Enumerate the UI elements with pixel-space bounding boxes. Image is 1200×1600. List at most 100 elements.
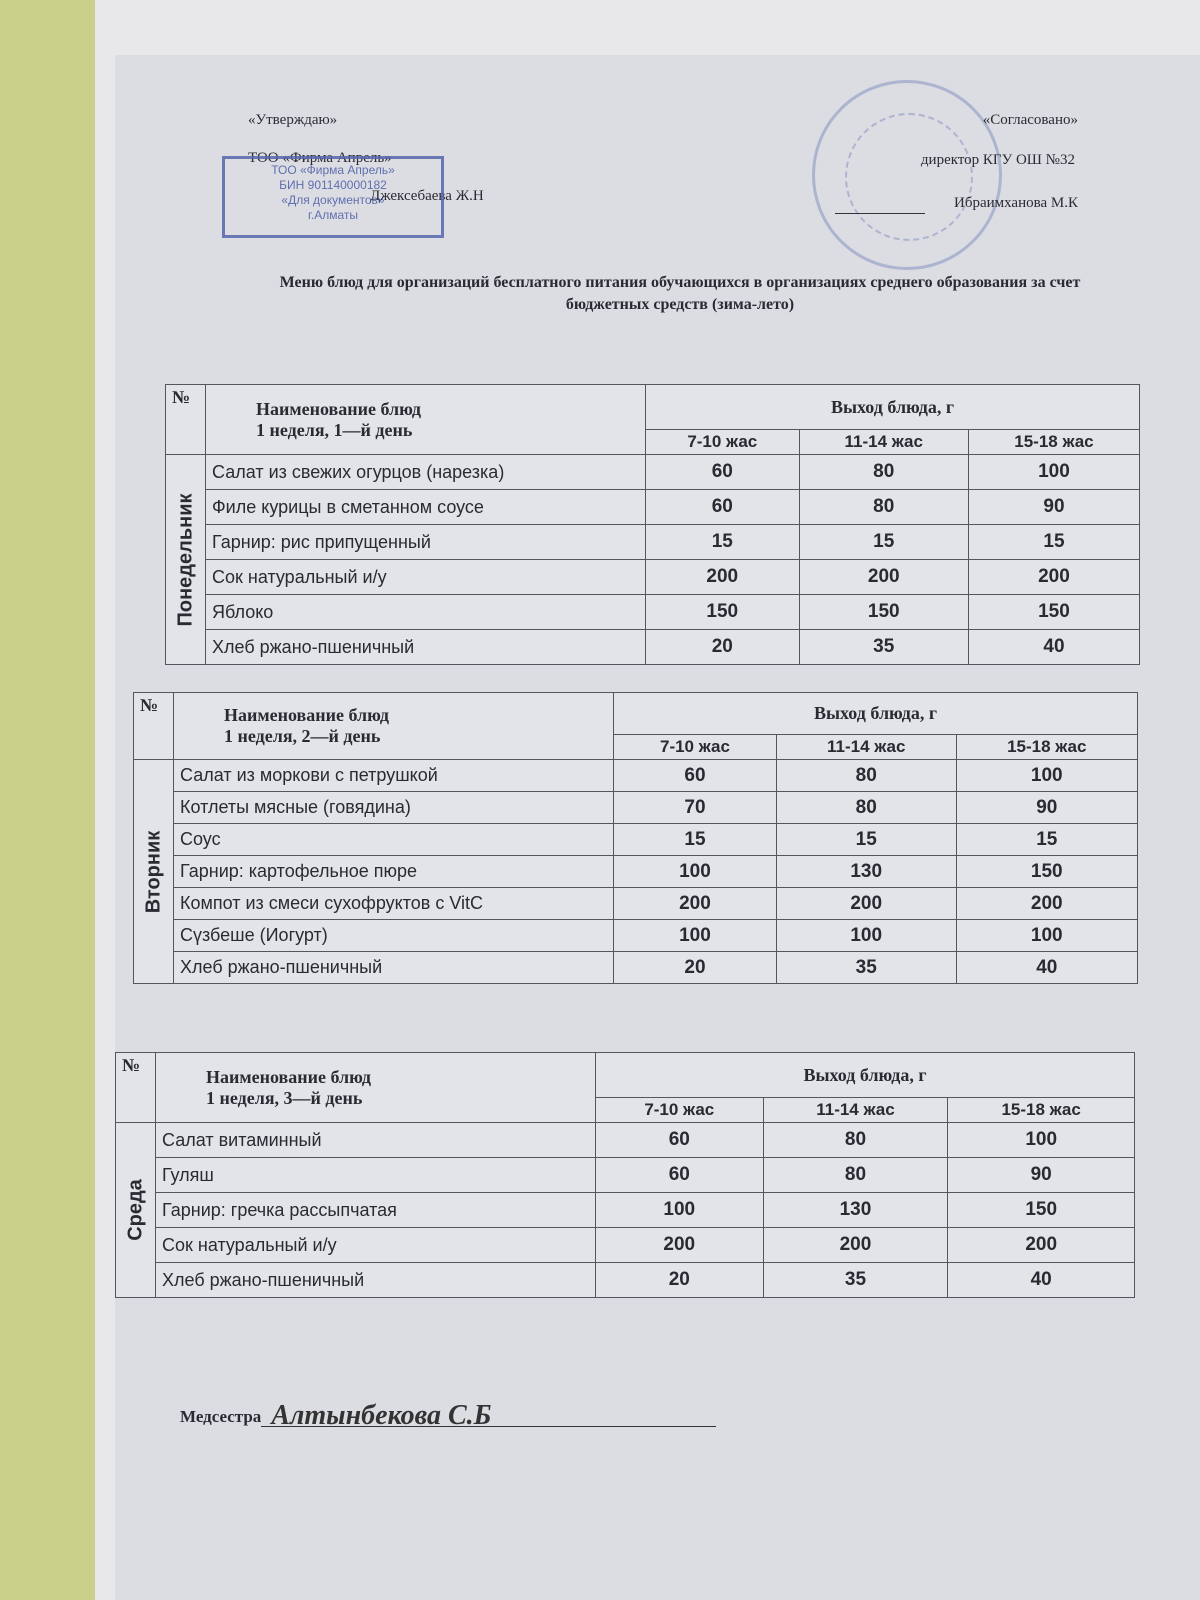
dish-name: Соус [173, 823, 614, 856]
stamp-text: «Для документов» [281, 193, 385, 207]
portion-grams: 60 [645, 489, 800, 525]
portion-grams: 80 [775, 791, 957, 824]
portion-grams: 15 [613, 823, 777, 856]
portion-grams: 100 [967, 454, 1141, 490]
table-row: Сүзбеше (Иогурт) 100 100 100 [134, 919, 1139, 952]
portion-grams: 200 [762, 1227, 949, 1263]
dish-name: Котлеты мясные (говядина) [173, 791, 614, 824]
portion-grams: 90 [947, 1157, 1135, 1193]
portion-grams: 15 [955, 823, 1139, 856]
age-group-header: 7-10 жас [613, 734, 777, 760]
portion-grams: 130 [762, 1192, 949, 1228]
menu-table-day-1: № Наименование блюд 1 неделя, 1—й день Вы… [165, 384, 1141, 665]
portion-grams: 150 [955, 855, 1139, 888]
agreed-heading: «Согласовано» [982, 112, 1078, 128]
portion-grams: 150 [947, 1192, 1135, 1228]
portion-grams: 150 [798, 594, 969, 630]
portion-grams: 200 [947, 1227, 1135, 1263]
portion-grams: 200 [645, 559, 800, 595]
portion-grams: 60 [613, 759, 777, 792]
portion-grams: 40 [947, 1262, 1135, 1298]
signature-line [835, 213, 925, 214]
document-title: Меню блюд для организаций бесплатного пи… [279, 274, 1081, 313]
portion-grams: 40 [967, 629, 1141, 665]
portion-grams: 130 [775, 855, 957, 888]
week-day-label: 1 неделя, 2—й день [224, 726, 381, 746]
dish-name: Сок натуральный и/у [205, 559, 646, 595]
table-row: Среда Салат витаминный 60 80 100 [115, 1122, 1135, 1298]
portion-grams: 15 [775, 823, 957, 856]
stamp-text: г.Алматы [307, 208, 359, 222]
portion-grams: 150 [967, 594, 1141, 630]
portion-grams: 90 [967, 489, 1141, 525]
agreed-position: директор КГУ ОШ №32 [920, 152, 1075, 168]
table-row: Гарнир: картофельное пюре 100 130 150 [134, 855, 1139, 888]
portion-grams: 100 [775, 919, 957, 952]
portion-grams: 35 [762, 1262, 949, 1298]
table-row: Соус 15 15 15 [134, 823, 1139, 856]
age-group-header: 7-10 жас [645, 429, 800, 455]
portion-grams: 20 [645, 629, 800, 665]
dish-name: Салат витаминный [155, 1122, 596, 1158]
age-group-header: 15-18 жас [955, 734, 1139, 760]
portion-grams: 90 [955, 791, 1139, 824]
portion-grams: 40 [955, 951, 1139, 984]
menu-table-day-3: № Наименование блюд 1 неделя, 3—й день Вы… [115, 1052, 1135, 1298]
nurse-signature-block: Медсестра Алтынбекова С.Б [180, 1402, 717, 1430]
portion-grams: 80 [762, 1122, 949, 1158]
portion-grams: 35 [798, 629, 969, 665]
week-day-label: 1 неделя, 1—й день [256, 419, 413, 440]
dish-name: Гуляш [155, 1157, 596, 1193]
portion-grams: 35 [775, 951, 957, 984]
dish-name: Гарнир: картофельное пюре [173, 855, 614, 888]
portion-grams: 15 [798, 524, 969, 560]
weekday-cell: Понедельник [165, 454, 206, 665]
dish-name: Сок натуральный и/у [155, 1227, 596, 1263]
table-row: Гарнир: гречка рассыпчатая 100 130 150 [116, 1192, 1135, 1228]
number-header: № [115, 1052, 156, 1123]
dish-header: Наименование блюд 1 неделя, 3—й день [155, 1052, 596, 1123]
portion-grams: 60 [645, 454, 800, 490]
dish-name: Яблоко [205, 594, 646, 630]
weekday-label: Среда [124, 1179, 146, 1241]
portion-grams: 15 [967, 524, 1141, 560]
portion-grams: 200 [967, 559, 1141, 595]
age-group-header: 15-18 жас [967, 429, 1141, 455]
table-row: Яблоко 150 150 150 [166, 594, 1141, 630]
table-row: Гуляш 60 80 90 [116, 1157, 1135, 1193]
portion-grams: 100 [613, 855, 777, 888]
stamp-text: ТОО «Фирма Апрель» [271, 163, 395, 177]
portion-grams: 100 [613, 919, 777, 952]
portion-grams: 80 [775, 759, 957, 792]
dish-name: Филе курицы в сметанном соусе [205, 489, 646, 525]
table-row: Вторник Салат из моркови с петрушкой 60 80 1… [133, 759, 1139, 984]
age-group-header: 15-18 жас [947, 1097, 1135, 1123]
table-row: Понедельник Салат из свежих огурцов (наре… [165, 454, 1141, 665]
portion-grams: 200 [955, 887, 1139, 920]
dish-header-label: Наименование блюд [256, 398, 421, 419]
table-row: Компот из смеси сухофруктов с VitC 200 200… [134, 887, 1139, 920]
yield-header: Выход блюда, г [645, 384, 1140, 430]
approve-name: Джексебаева Ж.Н [370, 188, 484, 204]
dish-name: Хлеб ржано-пшеничный [155, 1262, 596, 1298]
dish-name: Гарнир: гречка рассыпчатая [155, 1192, 596, 1228]
age-group-header: 11-14 жас [775, 734, 957, 760]
dish-name: Хлеб ржано-пшеничный [173, 951, 614, 984]
menu-table-day-2: № Наименование блюд 1 неделя, 2—й день Вы… [133, 692, 1139, 984]
portion-grams: 100 [955, 919, 1139, 952]
portion-grams: 80 [798, 454, 969, 490]
portion-grams: 20 [613, 951, 777, 984]
portion-grams: 200 [613, 887, 777, 920]
weekday-cell: Среда [115, 1122, 156, 1298]
portion-grams: 20 [595, 1262, 764, 1298]
age-group-header: 7-10 жас [595, 1097, 764, 1123]
table-row: Сок натуральный и/у 200 200 200 [166, 559, 1141, 595]
number-header: № [133, 692, 174, 760]
portion-grams: 100 [947, 1122, 1135, 1158]
number-header: № [165, 384, 206, 455]
dish-header-label: Наименование блюд [224, 705, 389, 725]
round-seal [812, 80, 1002, 270]
portion-grams: 70 [613, 791, 777, 824]
portion-grams: 15 [645, 524, 800, 560]
portion-grams: 200 [595, 1227, 764, 1263]
